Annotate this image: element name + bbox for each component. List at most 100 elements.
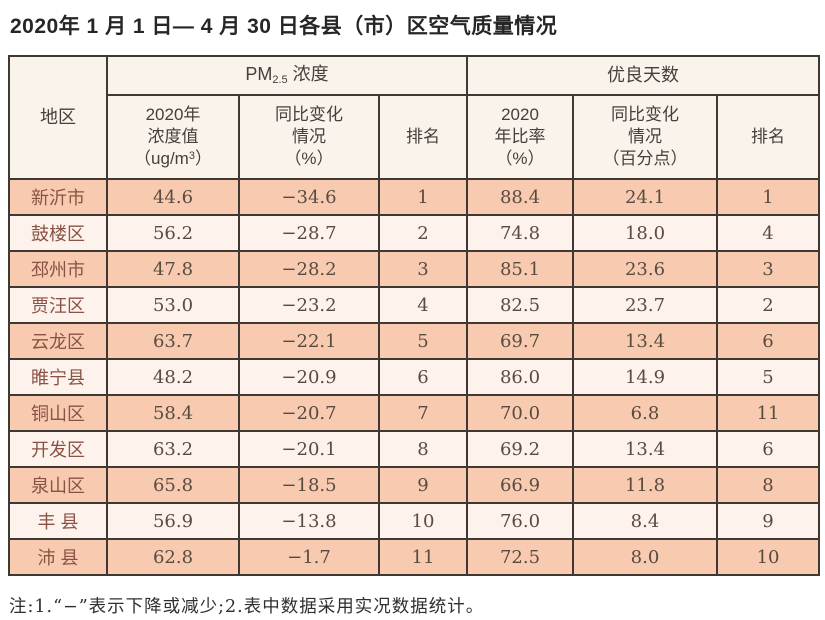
table-row: 开发区 63.2 −20.1 8 69.2 13.4 6 <box>8 430 821 468</box>
pm25-yoy-change-cell: −23.2 <box>238 286 380 324</box>
good-days-ratio-cell: 69.7 <box>466 322 574 360</box>
good-days-yoy-change-cell: 18.0 <box>572 214 718 252</box>
pm25-rank-cell: 4 <box>378 286 468 324</box>
header-sub-row: 2020年 浓度值 （ug/m3） 同比变化 情况 （%） 排名 2020 年比率… <box>9 94 821 180</box>
good-days-yoy-change-cell: 8.0 <box>572 538 718 576</box>
region-cell: 泉山区 <box>8 466 108 504</box>
pm25-rank-cell: 11 <box>378 538 468 576</box>
pm25-concentration-cell: 62.8 <box>106 538 240 576</box>
good-days-ratio-cell: 88.4 <box>466 178 574 216</box>
pm25-concentration-cell: 56.9 <box>106 502 240 540</box>
header-pm25-rank: 排名 <box>378 94 468 180</box>
good-days-yoy-change-cell: 11.8 <box>572 466 718 504</box>
region-cell: 铜山区 <box>8 394 108 432</box>
pm25-rank-cell: 5 <box>378 322 468 360</box>
table-row: 泉山区 65.8 −18.5 9 66.9 11.8 8 <box>8 466 821 504</box>
pm25-concentration-cell: 47.8 <box>106 250 240 288</box>
table-row: 邳州市 47.8 −28.2 3 85.1 23.6 3 <box>8 250 821 288</box>
good-days-yoy-change-cell: 14.9 <box>572 358 718 396</box>
good-days-ratio-cell: 66.9 <box>466 466 574 504</box>
good-days-yoy-change-cell: 24.1 <box>572 178 718 216</box>
table-row: 新沂市 44.6 −34.6 1 88.4 24.1 1 <box>8 178 821 216</box>
pm25-concentration-cell: 58.4 <box>106 394 240 432</box>
unit-suffix: ） <box>194 149 212 169</box>
pm25-concentration-cell: 65.8 <box>106 466 240 504</box>
region-cell: 睢宁县 <box>8 358 108 396</box>
pm25-yoy-change-cell: −28.2 <box>238 250 380 288</box>
table-row: 云龙区 63.7 −22.1 5 69.7 13.4 6 <box>8 322 821 360</box>
good-days-rank-cell: 1 <box>715 178 821 216</box>
table-row: 沛 县 62.8 −1.7 11 72.5 8.0 10 <box>8 538 821 576</box>
pm25-rank-cell: 9 <box>378 466 468 504</box>
pm25-yoy-change-cell: −13.8 <box>238 502 380 540</box>
header-yoy-change-pct: 同比变化 情况 （%） <box>238 94 380 180</box>
pm25-yoy-change-cell: −1.7 <box>238 538 380 576</box>
region-cell: 云龙区 <box>8 322 108 360</box>
table-header: 地区 PM2.5 浓度 优良天数 2020年 浓度值 （ug/m3） 同比变化 情… <box>8 55 821 180</box>
header-region: 地区 <box>8 55 108 180</box>
header-good-days-group: 优良天数 <box>465 55 821 96</box>
pm25-concentration-cell: 63.7 <box>106 322 240 360</box>
good-days-rank-cell: 9 <box>715 502 821 540</box>
pm25-label: PM <box>245 64 273 85</box>
pm25-yoy-change-cell: −18.5 <box>238 466 380 504</box>
table-row: 丰 县 56.9 −13.8 10 76.0 8.4 9 <box>8 502 821 540</box>
header-yoy-change-pp: 同比变化 情况 （百分点） <box>572 94 718 180</box>
table-body: 新沂市 44.6 −34.6 1 88.4 24.1 1 鼓楼区 56.2 −2… <box>8 178 821 576</box>
pm25-concentration-cell: 53.0 <box>106 286 240 324</box>
pm25-rank-cell: 10 <box>378 502 468 540</box>
unit-superscript: 3 <box>188 150 195 163</box>
pm25-label-rest: 浓度 <box>287 64 329 85</box>
good-days-ratio-cell: 85.1 <box>466 250 574 288</box>
good-days-yoy-change-cell: 23.7 <box>572 286 718 324</box>
footnote: 注:1.“−”表示下降或减少;2.表中数据采用实况数据统计。 <box>9 597 485 617</box>
good-days-rank-cell: 11 <box>715 394 821 432</box>
region-cell: 新沂市 <box>8 178 108 216</box>
pm25-yoy-change-cell: −20.1 <box>238 430 380 468</box>
good-days-rank-cell: 6 <box>715 430 821 468</box>
good-days-yoy-change-cell: 6.8 <box>572 394 718 432</box>
header-concentration: 2020年 浓度值 （ug/m3） <box>106 94 240 180</box>
region-cell: 鼓楼区 <box>8 214 108 252</box>
good-days-ratio-cell: 74.8 <box>466 214 574 252</box>
pm25-rank-cell: 1 <box>378 178 468 216</box>
concentration-label: 2020年 浓度值 <box>145 104 201 146</box>
good-days-yoy-change-cell: 13.4 <box>572 322 718 360</box>
pm25-rank-cell: 7 <box>378 394 468 432</box>
region-cell: 开发区 <box>8 430 108 468</box>
good-days-rank-cell: 3 <box>715 250 821 288</box>
region-cell: 贾汪区 <box>8 286 108 324</box>
unit-prefix: （ug/m <box>134 149 189 169</box>
pm25-rank-cell: 6 <box>378 358 468 396</box>
header-good-days-rank: 排名 <box>715 94 821 180</box>
pm25-rank-cell: 8 <box>378 430 468 468</box>
pm25-yoy-change-cell: −34.6 <box>238 178 380 216</box>
pm25-yoy-change-cell: −20.9 <box>238 358 380 396</box>
table-row: 鼓楼区 56.2 −28.7 2 74.8 18.0 4 <box>8 214 821 252</box>
pm25-subscript: 2.5 <box>272 74 288 87</box>
good-days-ratio-cell: 69.2 <box>466 430 574 468</box>
good-days-yoy-change-cell: 8.4 <box>572 502 718 540</box>
good-days-yoy-change-cell: 13.4 <box>572 430 718 468</box>
good-days-rank-cell: 6 <box>715 322 821 360</box>
region-cell: 沛 县 <box>8 538 108 576</box>
pm25-rank-cell: 2 <box>378 214 468 252</box>
good-days-ratio-cell: 82.5 <box>466 286 574 324</box>
good-days-yoy-change-cell: 23.6 <box>572 250 718 288</box>
table-row: 睢宁县 48.2 −20.9 6 86.0 14.9 5 <box>8 358 821 396</box>
good-days-rank-cell: 8 <box>715 466 821 504</box>
good-days-rank-cell: 10 <box>715 538 821 576</box>
page-title: 2020年 1 月 1 日— 4 月 30 日各县（市）区空气质量情况 <box>10 15 558 38</box>
pm25-yoy-change-cell: −22.1 <box>238 322 380 360</box>
pm25-concentration-cell: 48.2 <box>106 358 240 396</box>
region-cell: 丰 县 <box>8 502 108 540</box>
header-good-days-ratio: 2020 年比率 （%） <box>466 94 574 180</box>
good-days-ratio-cell: 76.0 <box>466 502 574 540</box>
pm25-yoy-change-cell: −28.7 <box>238 214 380 252</box>
region-cell: 邳州市 <box>8 250 108 288</box>
pm25-yoy-change-cell: −20.7 <box>238 394 380 432</box>
good-days-rank-cell: 5 <box>715 358 821 396</box>
good-days-rank-cell: 2 <box>715 286 821 324</box>
pm25-concentration-cell: 63.2 <box>106 430 240 468</box>
